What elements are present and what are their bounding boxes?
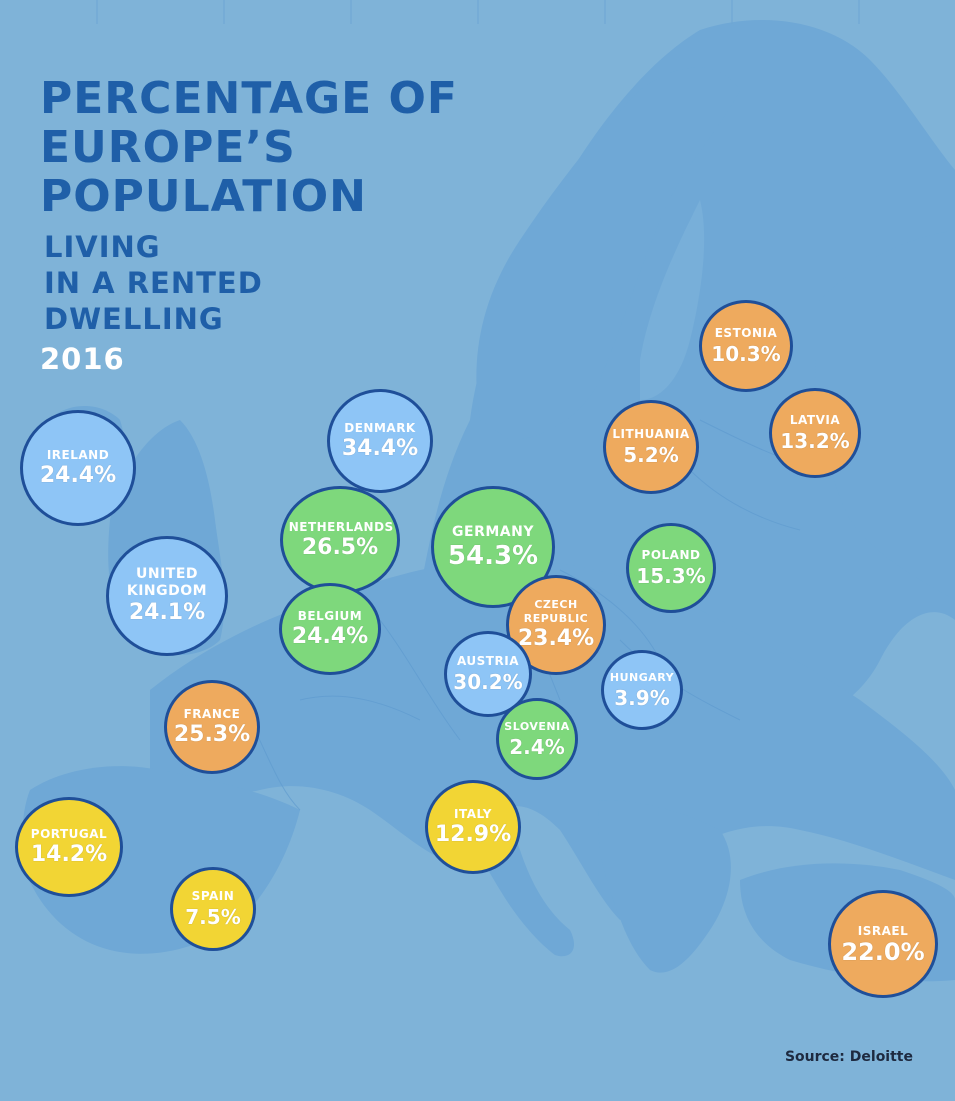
bubble-name: PORTUGAL (30, 826, 108, 841)
bubble-name: BELGIUM (297, 608, 363, 623)
bubble-value: 54.3% (447, 541, 539, 571)
bubble-name: POLAND (641, 547, 701, 562)
bubble-czech-republic: CZECH REPUBLIC 23.4% (506, 575, 606, 675)
bubble-value: 26.5% (301, 534, 379, 560)
bubble-value: 2.4% (509, 734, 565, 759)
bubble-name: UNITED KINGDOM (126, 566, 208, 599)
bubble-name: IRELAND (46, 447, 110, 462)
bubble-value: 14.2% (30, 841, 108, 867)
bubble-value: 22.0% (841, 937, 925, 966)
subtitle-line-2: IN A RENTED (44, 266, 263, 300)
bubble-latvia: LATVIA 13.2% (769, 388, 861, 478)
bubble-italy: ITALY 12.9% (425, 780, 521, 874)
bubble-name: ESTONIA (714, 325, 778, 340)
bubble-value: 24.4% (39, 462, 117, 488)
source-credit: Source: Deloitte (784, 1049, 913, 1065)
bubble-poland: POLAND 15.3% (626, 523, 716, 613)
bubble-name: NETHERLANDS (288, 519, 394, 534)
bubble-name: GERMANY (452, 524, 534, 540)
bubble-name: LATVIA (789, 412, 841, 427)
bubble-france: FRANCE 25.3% (164, 680, 260, 774)
bubble-value: 7.5% (185, 904, 241, 929)
bubble-name: DENMARK (344, 420, 416, 435)
bubble-value: 34.4% (341, 435, 419, 461)
bubble-value: 25.3% (173, 721, 251, 747)
bubble-united-kingdom: UNITED KINGDOM 24.1% (106, 536, 228, 656)
bubble-belgium: BELGIUM 24.4% (279, 583, 381, 675)
bubble-slovenia: SLOVENIA 2.4% (496, 698, 578, 780)
title-line-3: POPULATION (40, 171, 367, 222)
bubble-israel: ISRAEL 22.0% (828, 890, 938, 998)
title-block: PERCENTAGE OF EUROPE’S POPULATION LIVING… (40, 74, 458, 337)
bubble-value: 24.1% (128, 600, 206, 625)
top-grid (96, 0, 860, 24)
bubble-value: 3.9% (614, 685, 670, 710)
bubble-name: CZECH REPUBLIC (523, 598, 589, 625)
bubble-value: 10.3% (711, 341, 781, 366)
subtitle-line-1: LIVING (44, 230, 161, 264)
bubble-value: 12.9% (434, 821, 512, 847)
bubble-name: ITALY (454, 806, 492, 821)
bubble-estonia: ESTONIA 10.3% (699, 300, 793, 392)
bubble-name: LITHUANIA (612, 426, 690, 441)
bubble-value: 15.3% (636, 563, 706, 588)
bubble-name: SPAIN (191, 888, 235, 903)
bubble-name: ISRAEL (857, 923, 909, 938)
bubble-netherlands: NETHERLANDS 26.5% (280, 486, 400, 594)
bubble-lithuania: LITHUANIA 5.2% (603, 400, 699, 494)
year-label: 2016 (40, 342, 125, 376)
bubble-spain: SPAIN 7.5% (170, 867, 256, 951)
title-line-2: EUROPE’S (40, 122, 296, 173)
bubble-name: HUNGARY (609, 670, 675, 684)
bubble-denmark: DENMARK 34.4% (327, 389, 433, 493)
subtitle-line-3: DWELLING (44, 302, 224, 336)
bubble-value: 5.2% (623, 442, 679, 467)
bubble-value: 13.2% (780, 428, 850, 453)
bubble-portugal: PORTUGAL 14.2% (15, 797, 123, 897)
bubble-name: FRANCE (183, 706, 241, 721)
bubble-name: AUSTRIA (457, 653, 519, 668)
bubble-hungary: HUNGARY 3.9% (601, 650, 683, 730)
title-line-1: PERCENTAGE OF (40, 73, 458, 124)
bubble-value: 30.2% (453, 669, 523, 694)
bubble-ireland: IRELAND 24.4% (20, 410, 136, 526)
bubble-name: SLOVENIA (504, 719, 570, 733)
bubble-value: 24.4% (291, 623, 369, 649)
bubble-value: 23.4% (517, 626, 595, 651)
